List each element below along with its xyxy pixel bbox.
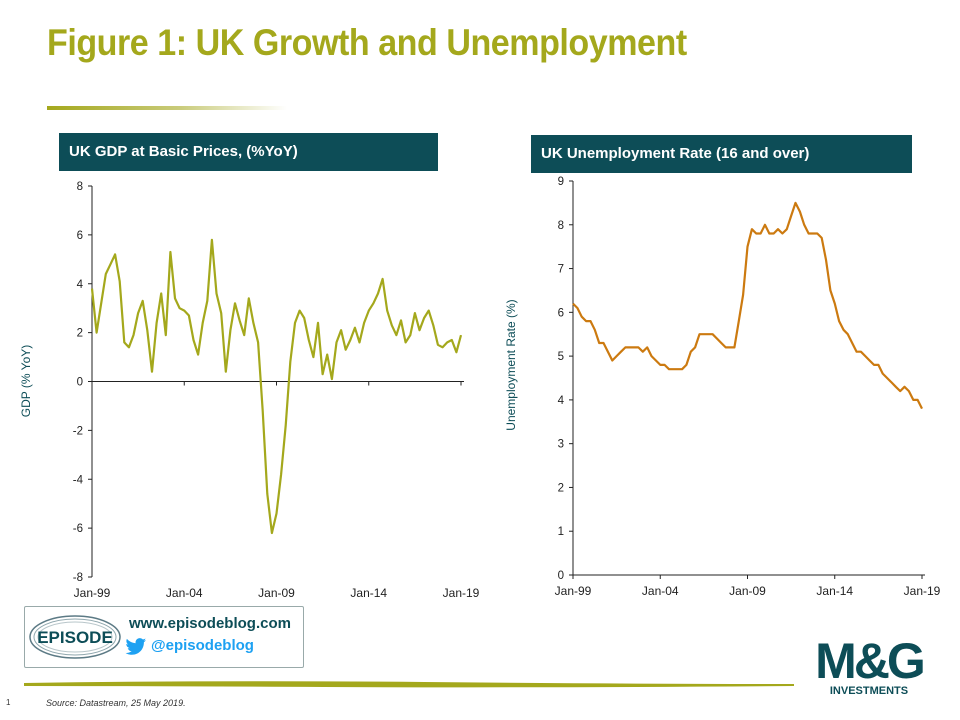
- gdp-x-tick-label: Jan-09: [258, 586, 295, 600]
- page-title: Figure 1: UK Growth and Unemployment: [47, 22, 687, 63]
- unemployment-y-axis-label: Unemployment Rate (%): [504, 299, 518, 430]
- mg-logo-subtext: INVESTMENTS: [830, 685, 908, 697]
- unemployment-y-tick-label: 2: [558, 482, 564, 494]
- gdp-chart-title: UK GDP at Basic Prices, (%YoY): [59, 133, 438, 171]
- episode-logo: EPISODE: [29, 615, 121, 659]
- episode-brand-box[interactable]: EPISODE www.episodeblog.com @episodeblog: [24, 606, 304, 668]
- unemployment-y-tick-label: 0: [558, 570, 564, 582]
- blog-url[interactable]: www.episodeblog.com: [129, 615, 291, 632]
- gdp-x-tick-label: Jan-04: [166, 586, 203, 600]
- gdp-y-tick-label: 0: [77, 377, 83, 389]
- unemployment-y-tick-label: 6: [558, 307, 564, 319]
- gdp-y-axis-label: GDP (% YoY): [19, 345, 33, 417]
- gdp-y-tick-label: -4: [73, 474, 84, 486]
- unemployment-y-tick-label: 7: [558, 264, 564, 276]
- gdp-y-tick-label: 8: [77, 181, 83, 193]
- unemployment-x-tick-label: Jan-99: [555, 584, 592, 598]
- mg-investments-logo: M&G INVESTMENTS: [815, 633, 926, 697]
- unemployment-y-tick-label: 8: [558, 220, 564, 232]
- unemployment-y-tick-label: 5: [558, 351, 564, 363]
- twitter-handle[interactable]: @episodeblog: [151, 637, 254, 654]
- gdp-series-line: [90, 238, 463, 535]
- unemployment-y-tick-label: 3: [558, 439, 564, 451]
- title-underline: [47, 106, 287, 110]
- gdp-x-tick-label: Jan-99: [74, 586, 111, 600]
- twitter-bird-icon[interactable]: [125, 637, 147, 657]
- episode-logo-text: EPISODE: [37, 628, 113, 647]
- unemployment-y-tick-label: 4: [558, 395, 565, 407]
- unemployment-chart-title: UK Unemployment Rate (16 and over): [531, 135, 912, 173]
- gdp-x-tick-label: Jan-14: [350, 586, 387, 600]
- unemployment-y-tick-label: 9: [558, 176, 564, 188]
- gdp-y-tick-label: -8: [73, 572, 83, 584]
- gdp-y-tick-label: -6: [73, 523, 83, 535]
- gdp-y-tick-label: 6: [77, 230, 83, 242]
- unemployment-y-tick-label: 1: [558, 526, 564, 538]
- gdp-x-tick-label: Jan-19: [443, 586, 480, 600]
- gdp-y-tick-label: 4: [77, 279, 84, 291]
- gdp-y-tick-label: 2: [77, 328, 83, 340]
- unemployment-x-tick-label: Jan-19: [904, 584, 941, 598]
- page-number: 1: [6, 698, 11, 707]
- source-note: Source: Datastream, 25 May 2019.: [46, 698, 186, 708]
- unemployment-x-tick-label: Jan-09: [729, 584, 766, 598]
- unemployment-x-tick-label: Jan-14: [816, 584, 853, 598]
- mg-logo-text: M&G: [815, 633, 923, 689]
- footer-brush-rule: [24, 681, 794, 688]
- unemployment-series-line: [572, 201, 923, 410]
- unemployment-x-tick-label: Jan-04: [642, 584, 679, 598]
- gdp-y-tick-label: -2: [73, 425, 83, 437]
